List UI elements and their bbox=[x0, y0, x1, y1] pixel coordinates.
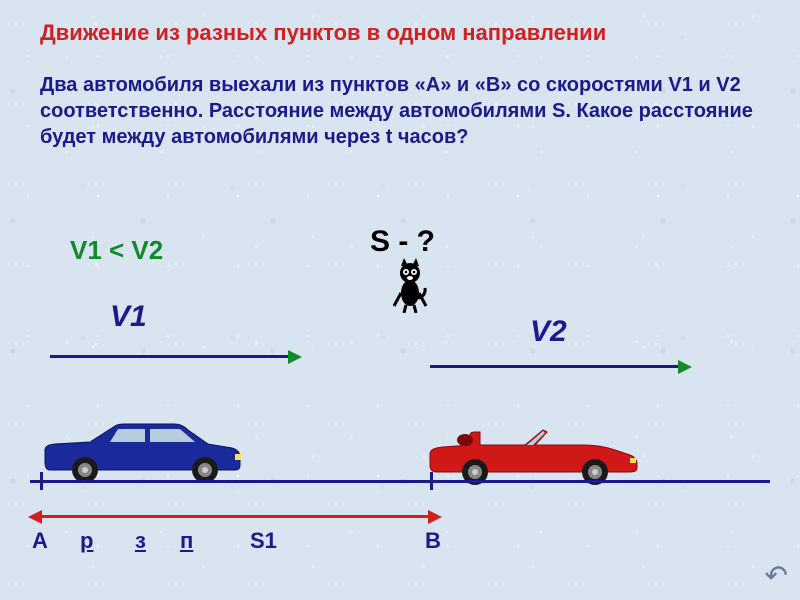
problem-text: Два автомобиля выехали из пунктов «А» и … bbox=[40, 72, 760, 150]
point-a-label: А bbox=[32, 528, 48, 554]
link-z[interactable]: з bbox=[135, 528, 146, 554]
motion-diagram: V1 V2 bbox=[30, 280, 770, 550]
title-text: Движение из разных пунктов в одном напра… bbox=[40, 20, 606, 45]
cat-character bbox=[390, 258, 430, 316]
tick-a bbox=[40, 472, 43, 490]
v2-label: V2 bbox=[530, 315, 567, 349]
road-line bbox=[30, 480, 770, 483]
return-button[interactable]: ↶ bbox=[765, 559, 788, 592]
problem-body: Два автомобиля выехали из пунктов «А» и … bbox=[40, 74, 753, 148]
tick-b bbox=[430, 472, 433, 490]
slide-title: Движение из разных пунктов в одном напра… bbox=[40, 20, 760, 46]
velocity-inequality: V1 < V2 bbox=[70, 235, 163, 266]
distance-s1-label: S1 bbox=[250, 528, 277, 554]
link-r[interactable]: р bbox=[80, 528, 93, 554]
v1-label: V1 bbox=[110, 300, 147, 334]
link-p[interactable]: п bbox=[180, 528, 193, 554]
point-b-label: В bbox=[425, 528, 441, 554]
distance-question: S - ? bbox=[370, 225, 435, 259]
